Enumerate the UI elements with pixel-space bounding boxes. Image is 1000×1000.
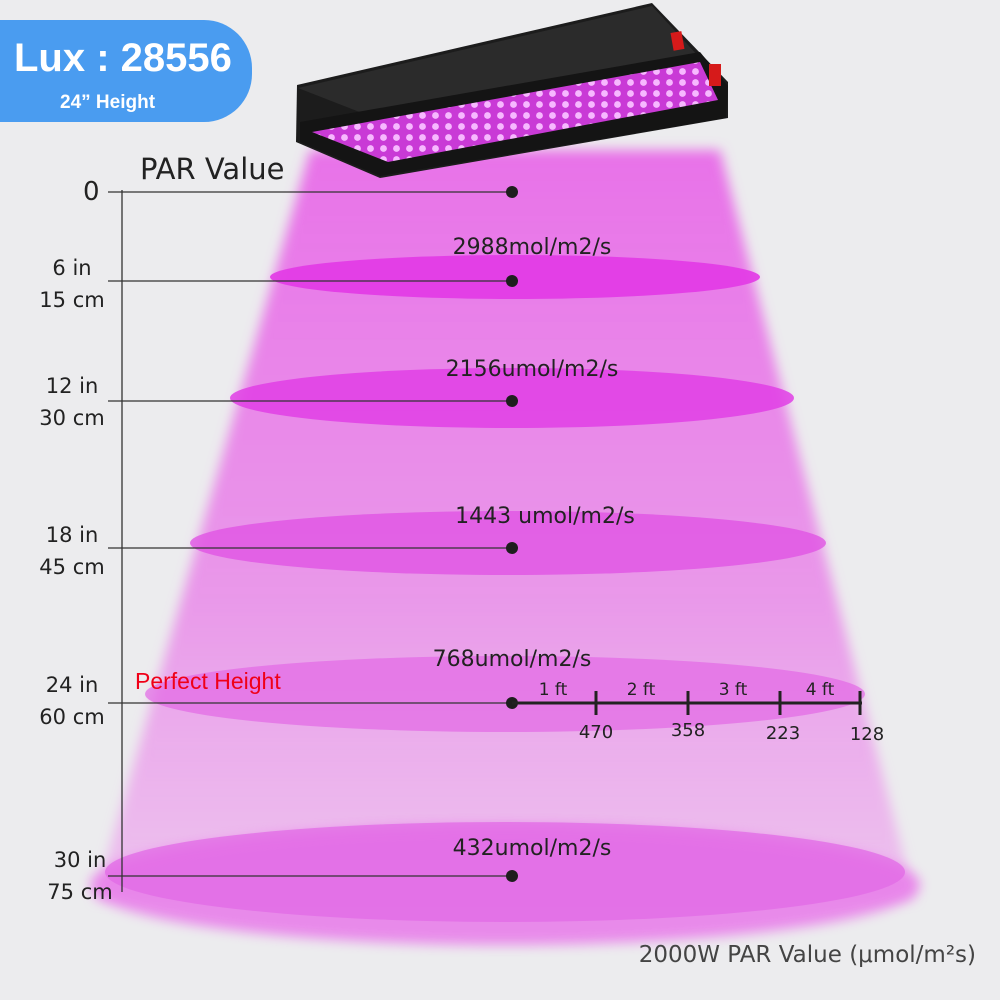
height-cm: 75 cm — [47, 880, 113, 904]
intensity-ring-18in — [190, 511, 826, 575]
footer-title: 2000W PAR Value — [638, 942, 842, 968]
led-grow-light — [296, 3, 728, 178]
height-label-18in: 18 in 45 cm — [17, 519, 127, 583]
scale-segment-1ft: 1 ft — [538, 680, 568, 700]
distance-scale — [512, 691, 862, 715]
height-in: 6 in — [52, 256, 92, 280]
intensity-ring-30in — [105, 822, 905, 922]
scale-segment-3ft: 3 ft — [718, 680, 748, 700]
leader-lines — [108, 191, 512, 877]
height-label-0: 0 — [83, 177, 100, 207]
footer-caption: 2000W PAR Value (μmol/m²s) — [639, 942, 976, 968]
height-label-6in: 6 in 15 cm — [17, 252, 127, 316]
scale-value-3ft: 223 — [765, 723, 801, 744]
height-in: 24 in — [45, 673, 99, 697]
point-6in — [506, 275, 518, 287]
point-30in — [506, 870, 518, 882]
scale-value-2ft: 358 — [670, 720, 706, 741]
point-18in — [506, 542, 518, 554]
footer-unit: (μmol/m²s) — [849, 942, 976, 968]
lux-badge: Lux : 28556 24” Height — [0, 20, 252, 122]
perfect-height-label: Perfect Height — [135, 668, 281, 694]
par-value-24in: 768umol/m2/s — [432, 647, 592, 672]
height-cm: 60 cm — [39, 705, 105, 729]
height-label-12in: 12 in 30 cm — [17, 370, 127, 434]
height-cm: 45 cm — [39, 555, 105, 579]
height-cm: 30 cm — [39, 406, 105, 430]
height-label-24in: 24 in 60 cm — [17, 669, 127, 733]
par-value-30in: 432umol/m2/s — [452, 836, 612, 861]
height-in: 12 in — [45, 374, 99, 398]
par-title: PAR Value — [140, 152, 285, 186]
par-value-6in: 2988mol/m2/s — [452, 235, 612, 260]
height-in: 30 in — [53, 848, 107, 872]
lux-value: Lux : 28556 — [14, 36, 232, 80]
scale-value-4ft: 128 — [849, 724, 885, 745]
par-value-18in: 1443 umol/m2/s — [455, 504, 635, 529]
height-in: 18 in — [45, 523, 99, 547]
height-cm: 15 cm — [39, 288, 105, 312]
scale-segment-4ft: 4 ft — [805, 680, 835, 700]
intensity-ring-24in — [145, 656, 865, 732]
height-label-30in: 30 in 75 cm — [25, 844, 135, 908]
scale-value-1ft: 470 — [578, 722, 614, 743]
scale-segment-2ft: 2 ft — [626, 680, 656, 700]
badge-height: 24” Height — [60, 92, 156, 113]
point-12in — [506, 395, 518, 407]
par-value-12in: 2156umol/m2/s — [445, 357, 619, 382]
point-0 — [506, 186, 518, 198]
